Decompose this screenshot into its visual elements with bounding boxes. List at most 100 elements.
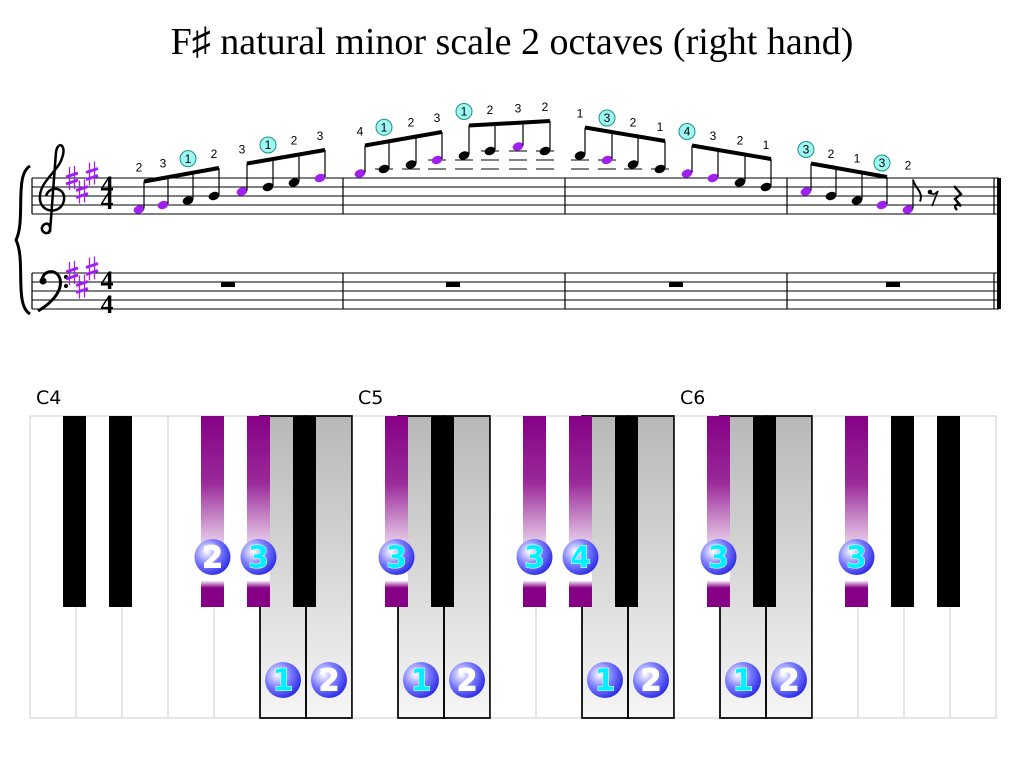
fingering: 1 [461,105,468,119]
time-signature: 4 [101,290,114,319]
time-signature: 4 [101,266,114,295]
title: F♯ natural minor scale 2 octaves (right … [171,21,854,63]
fingering: 3 [803,143,810,157]
sharp [78,179,86,204]
sharp [75,185,89,199]
finger-circle [873,154,891,172]
fingering: 1 [854,152,861,166]
fingering: 1 [763,138,770,152]
whole-rest [669,282,683,287]
finger-circle [259,136,277,154]
key-finger: 2 [202,541,223,576]
fingering: 2 [136,161,143,175]
final-bar [997,178,1001,309]
quarter-rest [953,185,963,211]
finger-badge [838,539,875,575]
fingering: 2 [630,116,637,130]
black-key [431,416,454,607]
fingering: 3 [160,156,167,170]
black-key [615,416,638,607]
finger-badge [725,662,761,698]
beam [810,161,888,179]
black-key [293,416,316,607]
note-head [484,146,496,156]
octave-label: C6 [680,387,705,409]
eighth-rest [929,190,939,207]
sharp [65,171,79,186]
note-head [825,191,837,201]
bass-clef-dot [64,284,68,288]
finger-circle [678,123,696,140]
key-finger: 2 [641,664,662,699]
fingering: 3 [239,143,246,157]
finger-circle [598,109,616,127]
keyboard: C4 C5 C62 3 3 3 4 3 31 2 1 2 1 2 1 2 [29,387,997,719]
beam [246,148,326,166]
beam [143,166,220,184]
fingering: 3 [515,102,522,116]
note-head [354,169,366,178]
whole-rest [886,282,900,287]
octave-label: C5 [358,387,383,409]
sharp [78,274,86,299]
fingering: 3 [710,129,717,143]
pressed-black-key [523,416,546,607]
key-finger: 1 [733,664,754,699]
note-head [512,142,524,151]
note-head [262,182,274,192]
note-head [208,191,220,201]
key-finger: 1 [595,664,616,699]
note-head [902,205,914,214]
fingering: 3 [317,129,324,143]
fingering: 1 [657,120,664,134]
note-head [157,200,169,210]
finger-badge [240,539,277,575]
key-finger: 1 [411,664,432,699]
time-signature: 4 [101,186,114,215]
time-signature: 4 [101,171,114,200]
finger-badge [562,539,599,575]
note-head [378,164,390,174]
fingering: 3 [434,111,441,125]
key-finger: 2 [779,664,800,699]
note-head [627,160,639,169]
black-key [891,416,914,607]
black-key [109,416,132,607]
key-finger: 4 [570,541,591,576]
fingering: 1 [265,138,272,152]
flag [912,179,922,202]
bass-clef-dot [39,277,47,285]
fingering: 2 [487,103,494,117]
note-head [707,173,719,183]
fingering: 2 [211,147,218,161]
fingering: 2 [828,147,835,161]
fingering: 2 [737,134,744,148]
finger-badge [378,539,415,575]
note-head [800,187,812,196]
finger-badge [449,662,485,698]
finger-badge [587,662,623,698]
sharp [85,262,99,276]
finger-circle [375,118,393,136]
note-head [431,155,443,165]
note-head [133,205,145,214]
note-head [876,200,888,210]
sharp [75,280,89,294]
finger-badge [311,662,347,698]
finger-badge [403,662,439,698]
finger-circle [455,103,473,120]
fingering: 3 [879,156,886,170]
finger-badge [194,539,231,575]
note-head [574,151,586,160]
note-head [182,196,194,205]
note-head [654,164,666,174]
fingering: 1 [381,120,388,134]
octave-label: C4 [36,387,61,409]
pressed-black-key [707,416,730,607]
pressed-black-key [247,416,270,607]
fingering: 2 [905,159,912,173]
finger-circle [179,150,197,168]
note-head [734,178,746,187]
sharp [68,166,76,190]
key-finger: 1 [273,664,294,699]
